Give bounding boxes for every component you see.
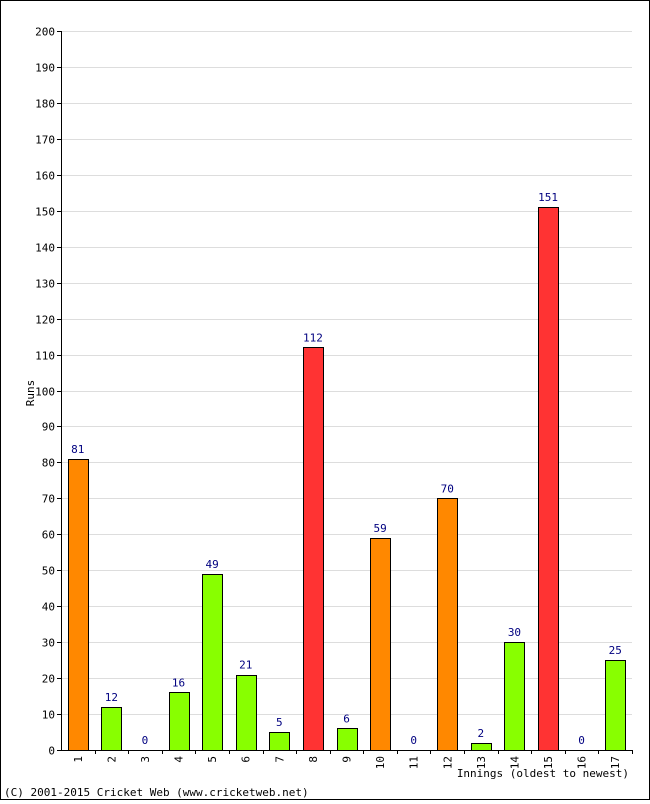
y-tick-label: 90 [42,421,55,434]
value-label: 49 [206,558,219,571]
y-axis-title: Runs [24,380,37,407]
bar [337,728,358,751]
y-tick-label: 130 [35,278,55,291]
value-label: 6 [343,712,350,725]
value-label: 12 [105,691,118,704]
value-label: 112 [303,331,323,344]
bar [169,692,190,751]
y-tick-label: 0 [48,745,55,758]
bar [370,538,391,751]
value-label: 5 [276,716,283,729]
y-tick-label: 40 [42,601,55,614]
x-tick-label: 7 [273,756,286,763]
y-tick-label: 70 [42,493,55,506]
y-tick-label: 50 [42,565,55,578]
y-tick-label: 150 [35,206,55,219]
y-tick-label: 30 [42,637,55,650]
y-tick-label: 160 [35,170,55,183]
bar [236,675,257,751]
x-axis-ticks: 1 2 3 4 5 6 7 8 9 10 11 12 13 14 15 16 17 [72,750,633,769]
bar [437,498,458,751]
value-labels: 81 12 0 16 49 21 5 112 6 59 0 70 2 30 151 0 25 [71,191,622,747]
axes [61,31,632,751]
value-label: 0 [142,734,149,747]
x-tick-label: 12 [441,756,454,769]
bar [605,660,626,751]
value-label: 81 [71,443,84,456]
y-tick-label: 120 [35,314,55,327]
value-label: 0 [578,734,585,747]
value-label: 59 [373,522,386,535]
value-label: 16 [172,676,185,689]
value-label: 151 [538,191,558,204]
x-tick-label: 11 [408,756,421,769]
x-tick-label: 10 [374,756,387,769]
bar [68,459,89,751]
x-tick-label: 17 [609,756,622,769]
bar [202,574,223,751]
gridlines [61,31,632,715]
x-tick-label: 15 [542,756,555,769]
y-tick-label: 10 [42,709,55,722]
bar [269,732,290,751]
y-tick-label: 20 [42,673,55,686]
x-tick-label: 2 [105,756,118,763]
x-tick-label: 8 [307,756,320,763]
y-tick-label: 170 [35,134,55,147]
copyright-notice: (C) 2001-2015 Cricket Web (www.cricketwe… [4,786,309,799]
x-tick-label: 1 [72,756,85,763]
x-tick-label: 14 [508,756,521,770]
x-tick-label: 13 [475,756,488,769]
x-tick-label: 3 [139,756,152,763]
y-tick-label: 200 [35,26,55,39]
x-tick-label: 4 [173,756,186,763]
bar [538,207,559,751]
x-tick-label: 9 [341,756,354,763]
y-tick-label: 110 [35,350,55,363]
value-label: 2 [478,727,485,740]
value-label: 30 [508,626,521,639]
x-tick-label: 16 [576,756,589,769]
y-tick-label: 100 [35,386,55,399]
y-tick-label: 80 [42,457,55,470]
x-axis-title: Innings (oldest to newest) [457,767,629,780]
y-tick-label: 60 [42,529,55,542]
bar [471,743,492,751]
value-label: 21 [239,659,252,672]
x-tick-label: 5 [206,756,219,763]
bar [101,707,122,751]
bar [303,347,324,751]
y-tick-label: 140 [35,242,55,255]
value-label: 0 [410,734,417,747]
y-tick-label: 190 [35,62,55,75]
value-label: 70 [441,482,454,495]
value-label: 25 [609,644,622,657]
x-tick-label: 6 [240,756,253,763]
y-axis-ticks: 0 10 20 30 40 50 60 70 80 90 100 110 120 130 140 150 160… [35,26,61,758]
bar [504,642,525,751]
y-tick-label: 180 [35,98,55,111]
bars [68,207,626,751]
